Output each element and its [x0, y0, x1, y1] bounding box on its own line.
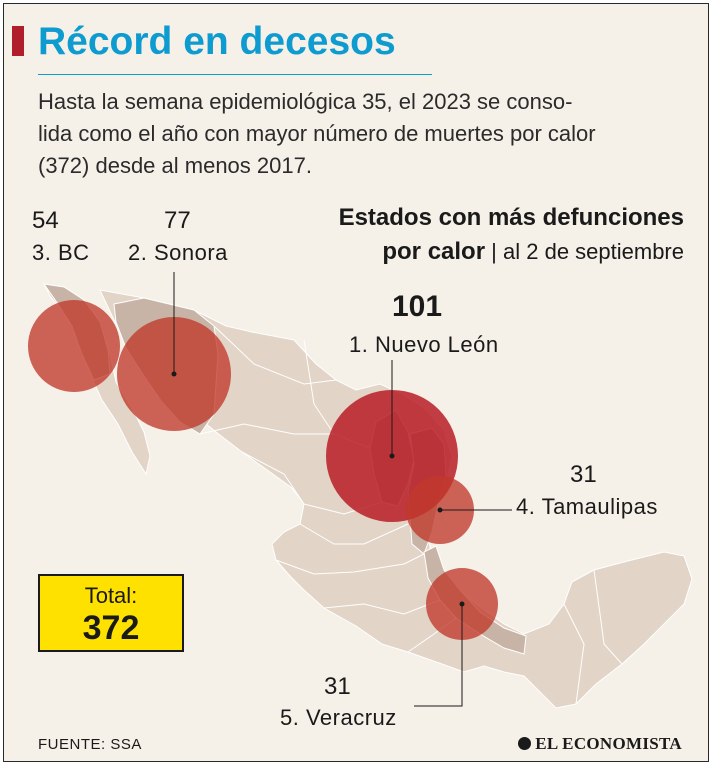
title-divider — [38, 74, 432, 75]
total-value: 372 — [82, 609, 140, 647]
nuevo-leon-label: 1. Nuevo León — [349, 332, 499, 357]
marker-veracruz — [459, 601, 465, 607]
brand-logo: EL ECONOMISTA — [518, 734, 682, 754]
sonora-deaths: 77 — [164, 207, 191, 234]
brand-icon — [518, 737, 532, 750]
mexico-map — [28, 272, 693, 709]
total-box: Total: 372 — [38, 574, 184, 652]
tamaulipas-deaths: 31 — [570, 461, 597, 488]
infographic-card: Récord en decesos Hasta la semana epidem… — [3, 3, 709, 762]
yucatan-region — [593, 551, 693, 665]
brand-name: EL ECONOMISTA — [535, 734, 682, 753]
subtitle-line-1: Estados con más defunciones — [338, 204, 684, 231]
intro-line-2: lida como el año con mayor número de mue… — [38, 121, 596, 146]
marker-nuevo-leon — [389, 453, 395, 459]
tamaulipas-label: 4. Tamaulipas — [516, 494, 658, 519]
intro-text: Hasta la semana epidemiológica 35, el 20… — [38, 86, 688, 182]
subtitle-line-2-bold: por calor — [382, 238, 486, 265]
sonora-label: 2. Sonora — [128, 240, 228, 265]
bc-deaths: 54 — [32, 207, 59, 234]
map-subtitle: Estados con más defunciones por calor | … — [339, 201, 684, 269]
total-label: Total: — [84, 583, 138, 608]
intro-line-3: (372) desde al menos 2017. — [38, 153, 312, 178]
veracruz-deaths: 31 — [324, 673, 351, 700]
veracruz-label: 5. Veracruz — [280, 705, 397, 730]
bubble-bc — [28, 300, 120, 392]
bc-label: 3. BC — [32, 240, 90, 265]
title-accent-bar — [12, 26, 24, 56]
marker-sonora — [171, 371, 177, 377]
marker-tamaulipas — [437, 507, 443, 513]
page-title: Récord en decesos — [38, 20, 396, 63]
nuevo-leon-deaths: 101 — [392, 290, 443, 323]
subtitle-line-2-date: | al 2 de septiembre — [485, 239, 684, 264]
leader-lines — [173, 272, 512, 707]
intro-line-1: Hasta la semana epidemiológica 35, el 20… — [38, 89, 573, 114]
source-note: FUENTE: SSA — [38, 736, 142, 753]
